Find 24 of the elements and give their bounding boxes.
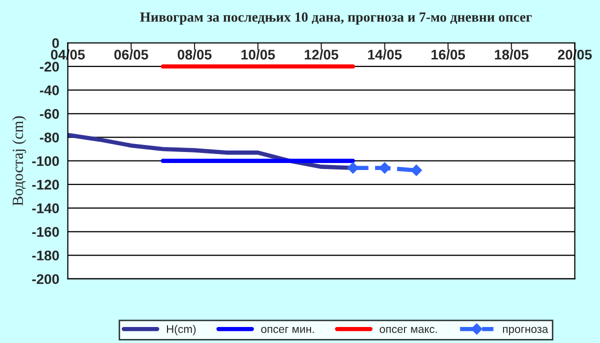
y-tick-label: -140 bbox=[32, 203, 59, 214]
legend-label: прогноза bbox=[503, 326, 548, 336]
x-tick-label: 16/05 bbox=[432, 49, 466, 60]
y-tick-label: -80 bbox=[40, 132, 59, 142]
legend-label: опсег макс. bbox=[380, 326, 437, 334]
y-tick-label: -200 bbox=[32, 274, 59, 284]
x-tick-label: 12/05 bbox=[304, 49, 338, 60]
legend-label: H(cm) bbox=[166, 324, 196, 336]
y-tick-label: -40 bbox=[40, 85, 59, 96]
x-tick-label: 18/05 bbox=[494, 49, 528, 60]
x-tick-label: 06/05 bbox=[114, 49, 148, 60]
y-tick-label: -20 bbox=[40, 62, 59, 72]
y-tick-label: 0 bbox=[52, 38, 59, 48]
x-tick-label: 14/05 bbox=[368, 49, 402, 60]
y-tick-label: -160 bbox=[32, 226, 59, 237]
y-axis-title: Водостај (cm) bbox=[12, 116, 26, 206]
y-tick-label: -120 bbox=[32, 180, 59, 190]
x-tick-label: 08/05 bbox=[178, 49, 212, 60]
chart-title: Нивограм за последњих 10 дана, прогноза и 7-мо дневни опсег bbox=[140, 12, 532, 25]
y-tick-label: -100 bbox=[32, 156, 59, 166]
legend-label: опсег мин. bbox=[261, 326, 314, 334]
x-tick-label: 10/05 bbox=[241, 49, 275, 60]
y-tick-label: -180 bbox=[32, 250, 59, 260]
y-tick-label: -60 bbox=[40, 109, 59, 119]
